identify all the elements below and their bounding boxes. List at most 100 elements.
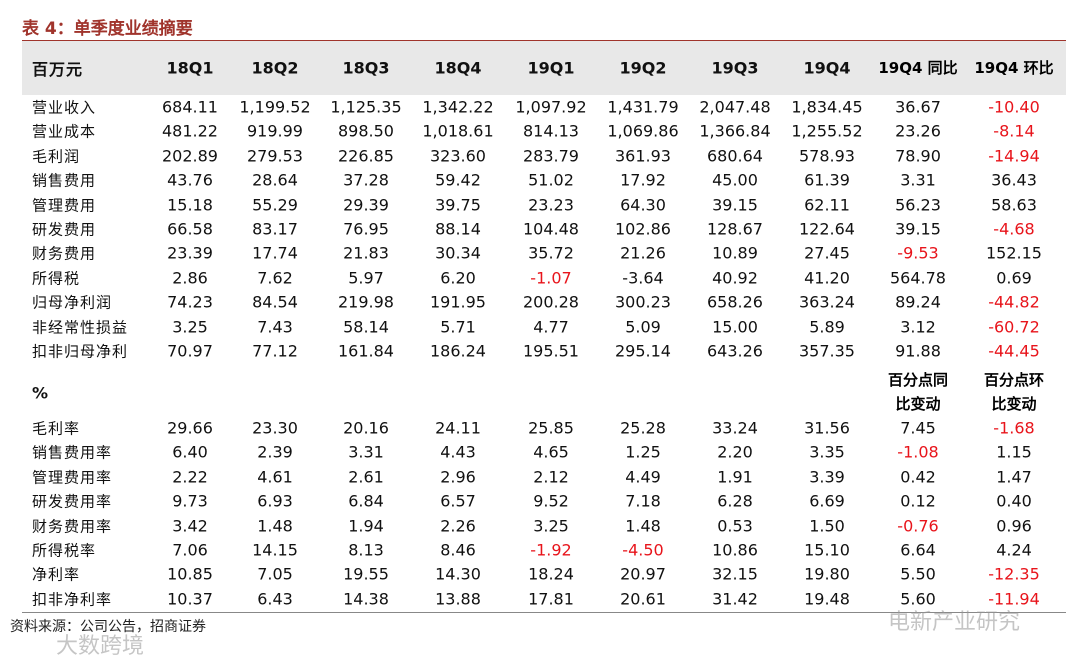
cell: -8.14	[993, 121, 1035, 141]
cell: 20.61	[620, 589, 666, 609]
cell: 2.96	[440, 467, 476, 487]
cell: 91.88	[895, 341, 941, 361]
cell: 361.93	[615, 146, 671, 166]
cell: 15.00	[712, 317, 758, 337]
cell: 6.20	[440, 268, 476, 288]
cell: 5.71	[440, 317, 476, 337]
header-cell: 百分点同比变动	[887, 371, 948, 413]
cell: 9.52	[533, 491, 569, 511]
cell: 18.24	[528, 564, 574, 584]
cell: 24.11	[435, 418, 481, 438]
cell: 78.90	[895, 146, 941, 166]
cell: 2.12	[533, 467, 569, 487]
row-label: 所得税率	[32, 541, 97, 560]
header-cell: 百分点环比变动	[983, 371, 1044, 413]
cell: 2,047.48	[699, 97, 771, 117]
row-label: 毛利润	[32, 147, 81, 166]
cell: 21.26	[620, 243, 666, 263]
cell: 7.18	[625, 491, 661, 511]
cell: 23.26	[895, 121, 941, 141]
cell: 357.35	[799, 341, 855, 361]
cell: 8.46	[440, 540, 476, 560]
cell: 279.53	[247, 146, 303, 166]
cell: 21.83	[343, 243, 389, 263]
cell: 0.42	[900, 467, 936, 487]
cell: 1,834.45	[791, 97, 863, 117]
header-cell: 18Q3	[342, 58, 390, 78]
cell: 17.81	[528, 589, 574, 609]
cell: -44.45	[988, 341, 1040, 361]
cell: 1,199.52	[239, 97, 311, 117]
cell: 62.11	[804, 195, 850, 215]
cell: 2.26	[440, 516, 476, 536]
cell: 658.26	[707, 292, 763, 312]
row-label: 销售费用率	[32, 443, 113, 462]
cell: 4.61	[257, 467, 293, 487]
cell: 1.48	[625, 516, 661, 536]
row-label: 财务费用率	[32, 517, 113, 536]
cell: 27.45	[804, 243, 850, 263]
cell: 89.24	[895, 292, 941, 312]
cell: 300.23	[615, 292, 671, 312]
cell: -1.07	[530, 268, 572, 288]
cell: 1.50	[809, 516, 845, 536]
cell: 31.56	[804, 418, 850, 438]
cell: 14.30	[435, 564, 481, 584]
cell: 0.96	[996, 516, 1032, 536]
cell: 3.25	[172, 317, 208, 337]
cell: 1.25	[625, 442, 661, 462]
cell: -44.82	[988, 292, 1040, 312]
cell: 6.93	[257, 491, 293, 511]
cell: 83.17	[252, 219, 298, 239]
cell: 37.28	[343, 170, 389, 190]
cell: 4.77	[533, 317, 569, 337]
cell: 219.98	[338, 292, 394, 312]
cell: 17.92	[620, 170, 666, 190]
cell: 5.09	[625, 317, 661, 337]
cell: 32.15	[712, 564, 758, 584]
cell: 66.58	[167, 219, 213, 239]
cell: 39.15	[712, 195, 758, 215]
cell: 3.42	[172, 516, 208, 536]
cell: 1,125.35	[330, 97, 402, 117]
row-label: 研发费用	[32, 220, 97, 239]
cell: 3.12	[900, 317, 936, 337]
cell: 1,342.22	[422, 97, 494, 117]
cell: 30.34	[435, 243, 481, 263]
header-cell: 19Q2	[619, 58, 667, 78]
cell: 19.48	[804, 589, 850, 609]
cell: 202.89	[162, 146, 218, 166]
title-rule	[22, 40, 1066, 41]
cell: 6.57	[440, 491, 476, 511]
header-cell: 19Q4 环比	[974, 59, 1054, 77]
bottom-rule	[22, 612, 1066, 613]
cell: 1.48	[257, 516, 293, 536]
cell: 56.23	[895, 195, 941, 215]
row-label: 研发费用率	[32, 492, 113, 511]
cell: 84.54	[252, 292, 298, 312]
row-label: 扣非净利率	[32, 590, 113, 609]
cell: 7.62	[257, 268, 293, 288]
cell: 1,069.86	[607, 121, 679, 141]
cell: 77.12	[252, 341, 298, 361]
cell: 564.78	[890, 268, 946, 288]
cell: 680.64	[707, 146, 763, 166]
cell: 3.35	[809, 442, 845, 462]
cell: 323.60	[430, 146, 486, 166]
cell: 70.97	[167, 341, 213, 361]
cell: 6.84	[348, 491, 384, 511]
cell: 58.14	[343, 317, 389, 337]
header-cell: 18Q4	[434, 58, 482, 78]
cell: 3.39	[809, 467, 845, 487]
cell: 481.22	[162, 121, 218, 141]
cell: 1,255.52	[791, 121, 863, 141]
cell: 14.15	[252, 540, 298, 560]
row-label: 归母净利润	[32, 293, 113, 312]
cell: 10.89	[712, 243, 758, 263]
cell: 14.38	[343, 589, 389, 609]
cell: 0.53	[717, 516, 753, 536]
cell: 4.24	[996, 540, 1032, 560]
row-label: 管理费用	[32, 196, 97, 215]
cell: 19.80	[804, 564, 850, 584]
